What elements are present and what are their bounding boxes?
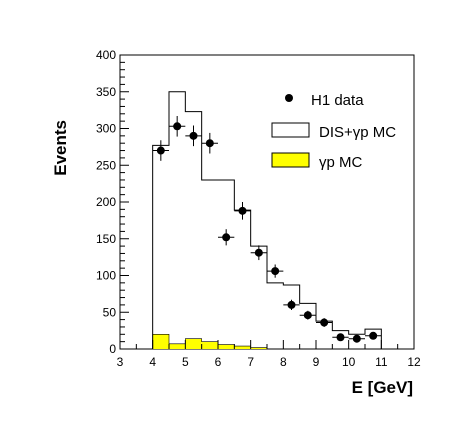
y-tick-label: 100 (96, 269, 116, 283)
data-point (156, 146, 165, 155)
gamma-p-mc-bar (169, 343, 186, 349)
data-point (254, 248, 263, 257)
x-tick-label: 10 (342, 355, 356, 369)
gamma-p-mc-bar (185, 338, 202, 349)
y-tick-label: 250 (96, 158, 116, 172)
data-point (352, 334, 361, 343)
x-tick-label: 12 (407, 355, 421, 369)
dis-gamma-p-mc-histogram (152, 91, 382, 349)
data-point (271, 267, 280, 276)
x-tick-label: 11 (375, 355, 388, 369)
gamma-p-mc-bar (152, 334, 169, 349)
y-axis: 0 50 100 150 200 250 300 350 400 (96, 48, 129, 356)
legend-marker-h1-data (285, 94, 293, 102)
data-point (205, 139, 214, 148)
h1-data-points (152, 116, 382, 343)
data-point (320, 318, 329, 327)
y-tick-label: 350 (96, 85, 116, 99)
legend-label-dis-gamma-p-mc: DIS+γp MC (319, 124, 396, 141)
x-tick-label: 8 (280, 355, 287, 369)
y-tick-label: 0 (109, 342, 116, 356)
x-axis-title: E [GeV] (352, 378, 413, 397)
gamma-p-mc-bar (234, 346, 251, 349)
legend-label-h1-data: H1 data (311, 92, 364, 109)
y-tick-label: 400 (96, 48, 116, 62)
y-tick-label: 300 (96, 122, 116, 136)
gamma-p-mc-bar (250, 347, 267, 349)
y-tick-label: 200 (96, 195, 116, 209)
data-point (336, 333, 345, 342)
gamma-p-mc-bar (201, 341, 218, 349)
plot-frame (119, 54, 415, 350)
data-point (238, 206, 247, 215)
legend-swatch-gamma-p-mc (271, 152, 310, 168)
x-tick-label: 3 (117, 355, 124, 369)
legend-label-gamma-p-mc: γp MC (319, 154, 363, 171)
x-tick-label: 7 (247, 355, 254, 369)
x-axis: 3 4 5 6 7 8 9 10 11 12 (117, 340, 421, 369)
data-point (222, 233, 231, 242)
data-point (369, 331, 378, 340)
x-tick-label: 9 (313, 355, 320, 369)
x-tick-label: 6 (215, 355, 222, 369)
y-axis-title: Events (51, 120, 70, 176)
data-point (189, 131, 198, 140)
x-tick-label: 5 (182, 355, 189, 369)
data-point (303, 311, 312, 320)
legend: H1 data DIS+γp MC γp MC (271, 92, 396, 171)
legend-swatch-dis-gamma-p-mc (271, 122, 310, 138)
x-tick-label: 4 (149, 355, 156, 369)
y-tick-label: 150 (96, 232, 116, 246)
y-tick-label: 50 (103, 305, 117, 319)
gamma-p-mc-bar (218, 344, 235, 349)
data-point (173, 122, 182, 131)
data-point (287, 300, 296, 309)
